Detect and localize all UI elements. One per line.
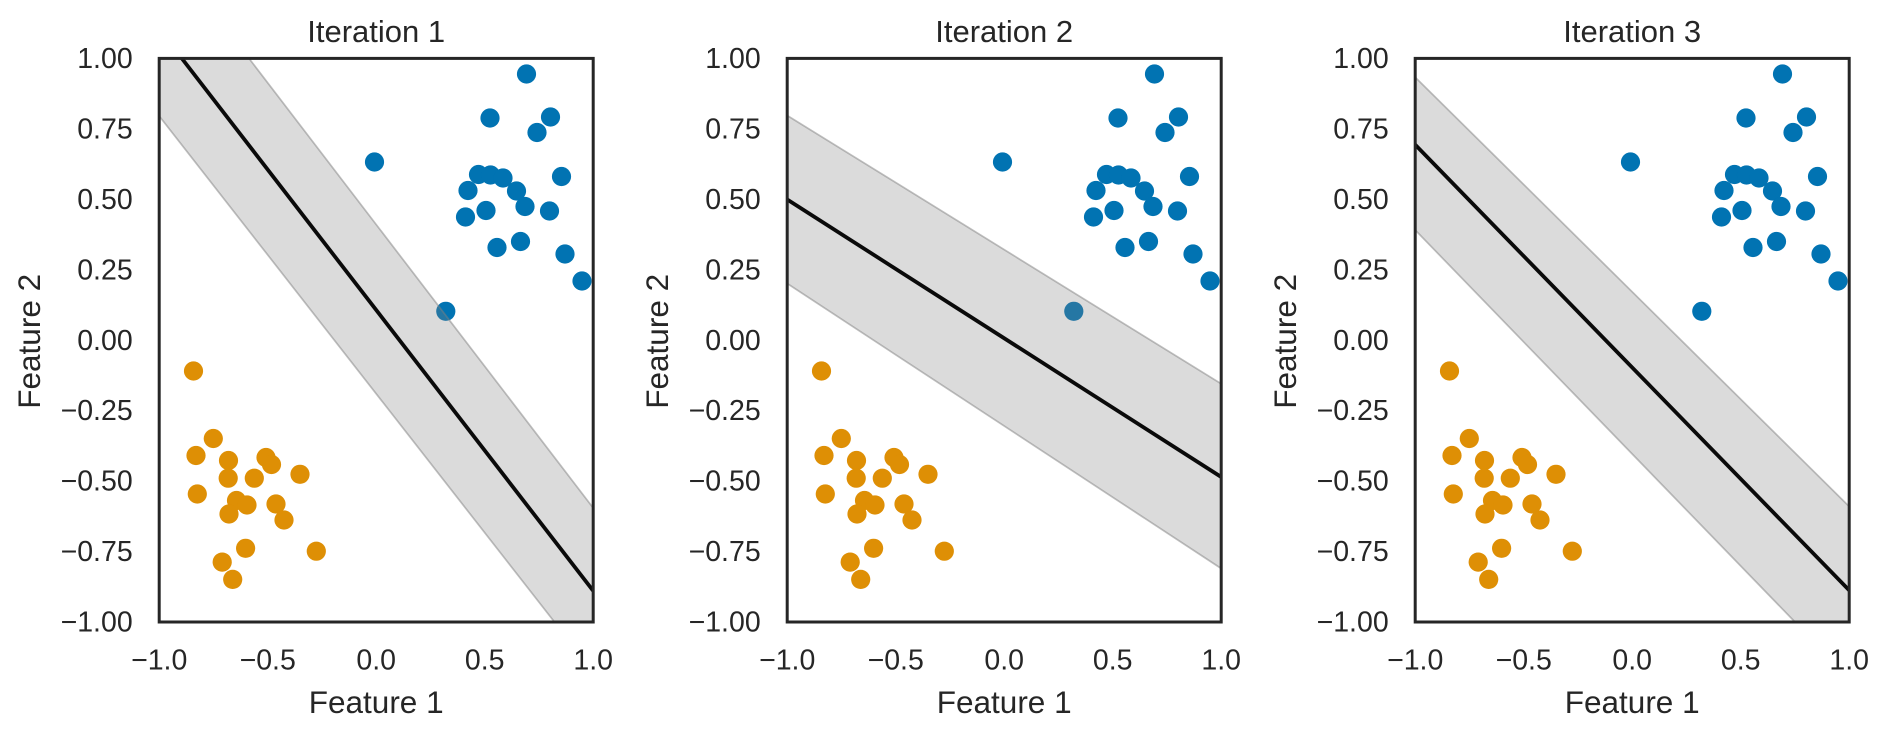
svg-text:1.00: 1.00: [705, 43, 760, 75]
svg-text:−1.0: −1.0: [131, 645, 187, 677]
svg-text:0.50: 0.50: [1333, 184, 1388, 216]
svg-text:−0.5: −0.5: [868, 645, 924, 677]
svg-text:Iteration 2: Iteration 2: [935, 14, 1073, 49]
svg-text:−0.5: −0.5: [240, 645, 296, 677]
svg-text:Iteration 1: Iteration 1: [307, 14, 445, 49]
svg-text:Feature 2: Feature 2: [1267, 274, 1303, 409]
svg-text:−0.75: −0.75: [689, 536, 761, 568]
svg-text:−0.75: −0.75: [1317, 536, 1389, 568]
svg-text:0.0: 0.0: [356, 645, 396, 677]
svg-text:−0.25: −0.25: [689, 395, 761, 427]
svg-text:−0.75: −0.75: [61, 536, 133, 568]
svg-text:0.50: 0.50: [77, 184, 132, 216]
svg-text:0.00: 0.00: [1333, 325, 1388, 357]
svg-text:Feature 1: Feature 1: [937, 684, 1072, 720]
svg-text:Feature 1: Feature 1: [1565, 684, 1700, 720]
svg-text:0.5: 0.5: [465, 645, 505, 677]
svg-text:−0.5: −0.5: [1496, 645, 1552, 677]
svg-text:−1.00: −1.00: [1317, 607, 1389, 639]
svg-text:−0.25: −0.25: [61, 395, 133, 427]
svg-text:0.0: 0.0: [984, 645, 1024, 677]
svg-text:0.0: 0.0: [1612, 645, 1652, 677]
svg-text:−1.00: −1.00: [61, 607, 133, 639]
svg-text:0.5: 0.5: [1093, 645, 1133, 677]
svg-text:−1.0: −1.0: [1387, 645, 1443, 677]
svg-text:−0.50: −0.50: [61, 466, 133, 498]
svg-text:−0.50: −0.50: [1317, 466, 1389, 498]
svg-text:0.75: 0.75: [705, 113, 760, 145]
svg-text:0.50: 0.50: [705, 184, 760, 216]
svg-text:0.75: 0.75: [1333, 113, 1388, 145]
svg-text:1.0: 1.0: [573, 645, 613, 677]
svg-text:0.25: 0.25: [77, 254, 132, 286]
svg-text:1.0: 1.0: [1201, 645, 1241, 677]
svg-text:0.00: 0.00: [705, 325, 760, 357]
svg-text:−0.50: −0.50: [689, 466, 761, 498]
svg-text:Feature 1: Feature 1: [309, 684, 444, 720]
svg-text:0.5: 0.5: [1721, 645, 1761, 677]
svg-text:Feature 2: Feature 2: [639, 274, 675, 409]
svg-text:0.75: 0.75: [77, 113, 132, 145]
svg-text:0.00: 0.00: [77, 325, 132, 357]
svg-text:−0.25: −0.25: [1317, 395, 1389, 427]
svg-text:1.00: 1.00: [1333, 43, 1388, 75]
svg-text:1.0: 1.0: [1829, 645, 1869, 677]
svg-text:0.25: 0.25: [1333, 254, 1388, 286]
svg-text:1.00: 1.00: [77, 43, 132, 75]
svg-text:−1.0: −1.0: [759, 645, 815, 677]
svg-text:Iteration 3: Iteration 3: [1563, 14, 1701, 49]
svg-text:−1.00: −1.00: [689, 607, 761, 639]
svg-text:0.25: 0.25: [705, 254, 760, 286]
svg-text:Feature 2: Feature 2: [11, 274, 47, 409]
